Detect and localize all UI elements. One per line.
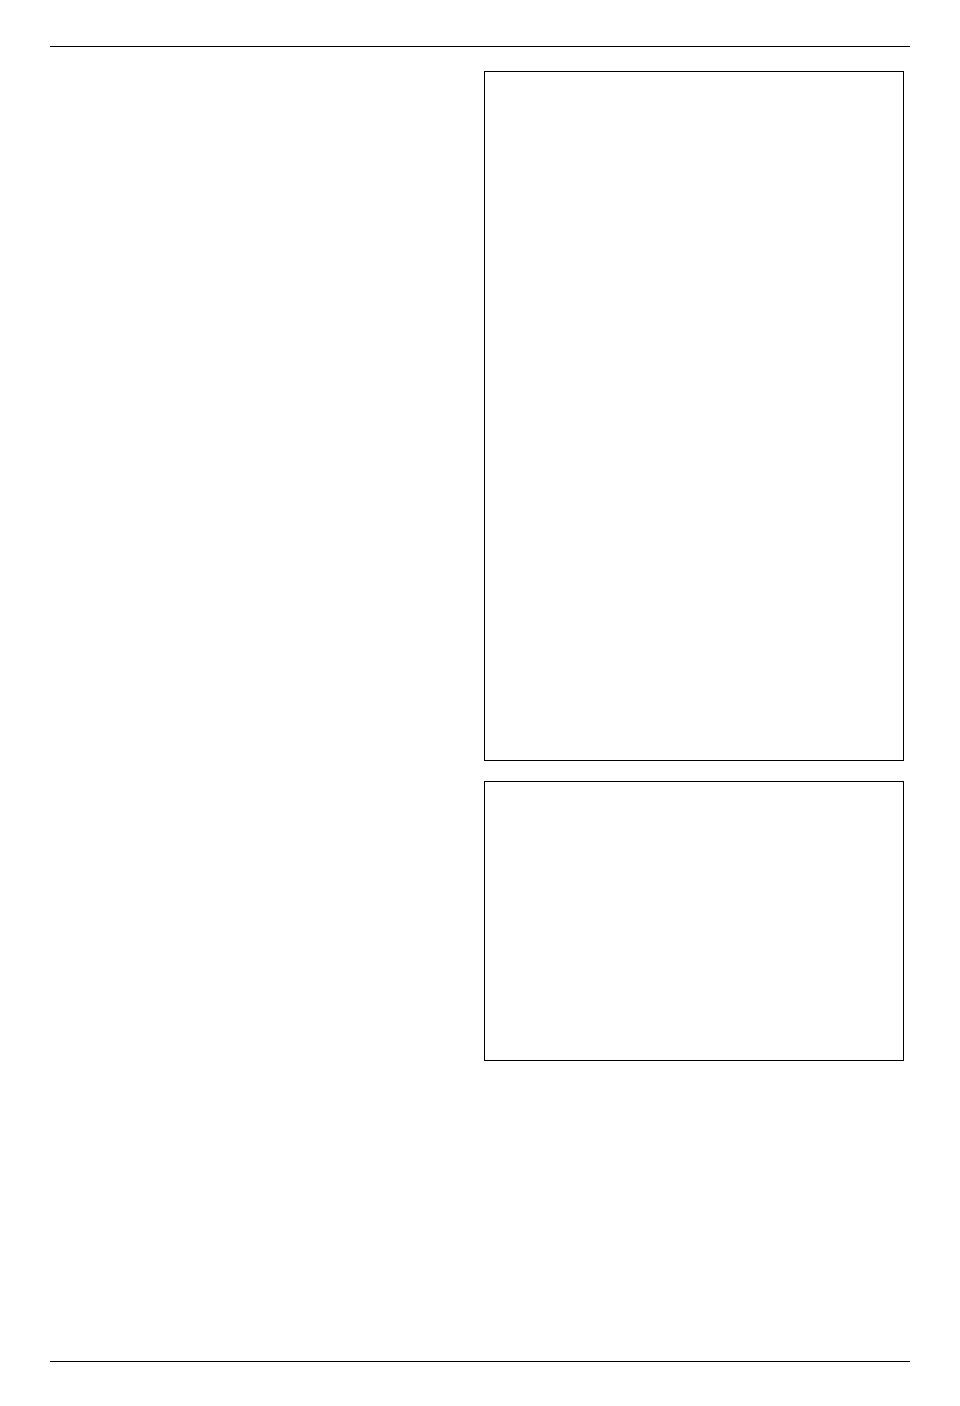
figure-4 [484, 71, 910, 775]
fig5-svg [485, 782, 903, 1060]
right-column [484, 71, 910, 1075]
running-header [50, 40, 910, 47]
figure-5 [484, 781, 910, 1075]
left-column [50, 71, 460, 1075]
figure-4-dendrogram [484, 71, 904, 761]
fig4-svg [485, 72, 903, 760]
figure-5-dendrogram [484, 781, 904, 1061]
two-column-content [50, 71, 910, 1075]
page-footer [50, 1361, 910, 1382]
